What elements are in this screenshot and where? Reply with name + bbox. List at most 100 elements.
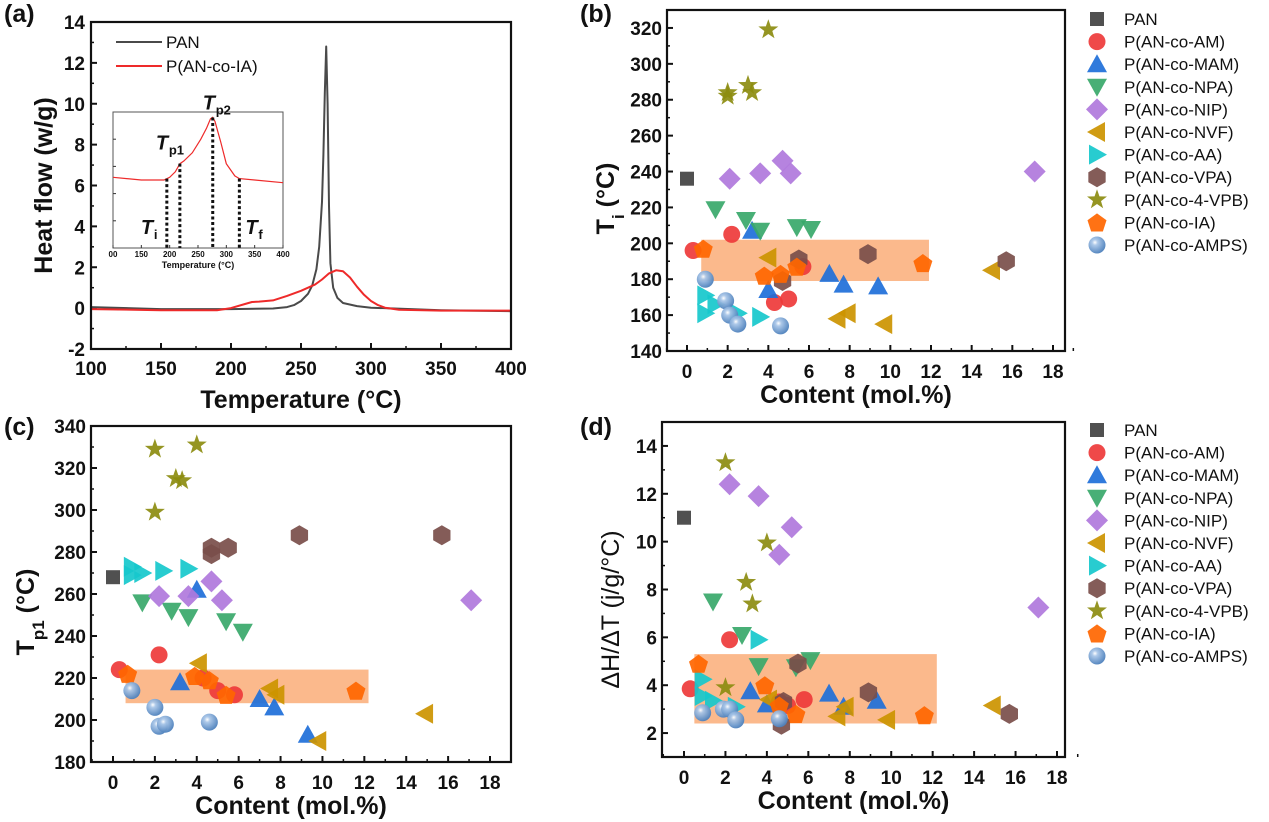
point-p-an-co-nvf bbox=[982, 260, 1000, 281]
point-p-an-co-aa bbox=[697, 303, 716, 324]
legend-item-p-an-co-ia: P(AN-co-IA) bbox=[1087, 624, 1216, 643]
y-tick-label: 14 bbox=[636, 437, 658, 458]
legend-item-p-an-co-mam: P(AN-co-MAM) bbox=[1087, 54, 1239, 74]
legend-marker-p-an-co-amps bbox=[1088, 647, 1106, 665]
point-p-an-co-mam bbox=[249, 689, 270, 707]
panel-d-dhdt-scatter: 0 2 4 6 8 10 12 14 16 18 2 4 6 8 10 12 14 Content (mol.%)… bbox=[597, 420, 1079, 815]
y-tick-label: 8 bbox=[74, 136, 85, 157]
point-p-an-co-aa bbox=[123, 565, 142, 586]
point-p-an-co-ia bbox=[688, 654, 709, 673]
point-p-an-co-ia bbox=[786, 704, 806, 724]
x-tick-label: 150 bbox=[145, 359, 177, 380]
point-p-an-co-4-vpb bbox=[186, 434, 207, 454]
point-p-an-co-vpa bbox=[859, 244, 877, 265]
point-p-an-co-nip bbox=[780, 516, 803, 539]
point-p-an-co-ia bbox=[913, 254, 933, 273]
x-axis-title: Temperature (°C) bbox=[200, 386, 401, 414]
legend-label-p-an-co-am: P(AN-co-AM) bbox=[1124, 444, 1225, 463]
legend-label-p-an-co-4-vpb: P(AN-co-4-VPB) bbox=[1124, 191, 1249, 210]
x-tick-label: 4 bbox=[762, 768, 773, 789]
point-p-an-co-vpa bbox=[1000, 703, 1018, 724]
point-p-an-co-4-vpb bbox=[144, 501, 165, 521]
y-tick-label: 300 bbox=[630, 55, 662, 76]
point-p-an-co-ia bbox=[346, 681, 366, 700]
point-p-an-co-amps bbox=[772, 317, 790, 335]
y-axis-title: Tp1 (°C) bbox=[12, 569, 48, 656]
inset-x-tick-label: 400 bbox=[276, 250, 290, 259]
point-p-an-co-amps bbox=[156, 715, 174, 733]
y-tick-label: 160 bbox=[630, 306, 662, 327]
legend-label-p-an-co-ia: P(AN-co-IA) bbox=[1124, 624, 1216, 643]
legend-marker-p-an-co-mam bbox=[1087, 465, 1107, 484]
legend-item-p-an-co-amps: P(AN-co-AMPS) bbox=[1088, 647, 1248, 666]
inset-annotation-sub-i: i bbox=[154, 227, 158, 242]
point-p-an-co-npa bbox=[732, 626, 753, 645]
inset-annotation-sub-p2: p2 bbox=[216, 102, 231, 117]
x-tick-label: 18 bbox=[479, 773, 500, 794]
point-p-an-co-ia bbox=[199, 671, 219, 690]
point-p-an-co-4-vpb bbox=[715, 677, 736, 697]
x-tick-label: 4 bbox=[191, 773, 202, 794]
series-p-an-co-aa bbox=[123, 556, 199, 586]
point-p-an-co-mam bbox=[866, 690, 887, 709]
point-p-an-co-nvf bbox=[415, 703, 434, 724]
x-tick-label: 6 bbox=[803, 768, 814, 789]
legend-marker-p-an-co-npa bbox=[1087, 489, 1107, 508]
panel-label-b: (b) bbox=[580, 0, 612, 28]
point-p-an-co-am bbox=[795, 691, 813, 709]
y-tick-label: 280 bbox=[630, 91, 662, 112]
legend-label-p-an-co-ia: P(AN-co-IA) bbox=[166, 57, 258, 76]
legend-marker-p-an-co-vpa bbox=[1088, 167, 1106, 188]
point-p-an-co-ia bbox=[118, 664, 138, 683]
legend-item-pan: PAN bbox=[1090, 421, 1158, 440]
point-p-an-co-ia bbox=[755, 676, 775, 695]
point-p-an-co-amps bbox=[123, 682, 141, 700]
point-p-an-co-am bbox=[150, 646, 168, 664]
legend-item-p-an-co-npa: P(AN-co-NPA) bbox=[1087, 489, 1233, 508]
x-tick-label: 14 bbox=[396, 773, 418, 794]
series-pan bbox=[680, 171, 694, 186]
point-p-an-co-ia bbox=[693, 239, 713, 258]
point-p-an-co-ia bbox=[754, 266, 774, 285]
x-tick-label: 6 bbox=[804, 362, 815, 383]
y-axis-title-sub: p1 bbox=[29, 620, 48, 640]
point-p-an-co-4-vpb bbox=[715, 452, 736, 472]
point-p-an-co-am bbox=[681, 680, 699, 698]
x-tick-label: 14 bbox=[961, 362, 983, 383]
panel-a-dsc-chart: 100 150 200 250 300 350 400 -2 0 2 4 6 8 10 12 14 Temper… bbox=[30, 13, 527, 414]
y-axis-title-unit: (°C) bbox=[592, 163, 620, 215]
panel-c-tp1-scatter: 0 2 4 6 8 10 12 14 16 18 180 200 220 240 260 280 300 320 3… bbox=[12, 417, 513, 820]
y-tick-label: 4 bbox=[646, 676, 657, 697]
series-p-an-co-4-vpb bbox=[715, 452, 777, 697]
point-p-an-co-nvf bbox=[837, 303, 856, 324]
point-p-an-co-4-vpb bbox=[736, 571, 757, 591]
y-tick-label: 2 bbox=[74, 258, 85, 279]
x-tick-label: 2 bbox=[722, 362, 733, 383]
x-tick-label: 8 bbox=[275, 773, 286, 794]
x-tick-label: 14 bbox=[964, 768, 986, 789]
point-p-an-co-nvf bbox=[874, 314, 893, 335]
inset-x-axis-title: Temperature (°C) bbox=[162, 260, 234, 270]
y-tick-label: 12 bbox=[64, 54, 85, 75]
legend-marker-p-an-co-npa bbox=[1087, 78, 1107, 97]
inset-annotation-f: T bbox=[245, 217, 259, 239]
plot-frame bbox=[665, 8, 1067, 353]
point-p-an-co-mam bbox=[264, 697, 285, 716]
legend-marker-pan bbox=[1090, 423, 1104, 437]
point-p-an-co-npa bbox=[748, 658, 769, 677]
point-p-an-co-amps bbox=[146, 698, 164, 716]
series-p-an-co-npa bbox=[705, 201, 822, 241]
panel-b-ti-scatter: 0 2 4 6 8 10 12 14 16 18 140 160 180 200 220 240 260 280 3… bbox=[592, 8, 1075, 409]
point-p-an-co-npa bbox=[232, 623, 253, 642]
x-tick-label: 10 bbox=[312, 773, 333, 794]
y-tick-label: 4 bbox=[74, 217, 85, 238]
point-p-an-co-amps bbox=[729, 315, 747, 333]
legend-item-pan: PAN bbox=[1090, 10, 1158, 29]
y-tick-label: 10 bbox=[64, 95, 85, 116]
legend-marker-p-an-co-ia bbox=[1087, 213, 1107, 232]
series-p-an-co-npa bbox=[132, 594, 253, 642]
point-p-an-co-npa bbox=[132, 594, 153, 613]
point-p-an-co-4-vpb bbox=[144, 438, 165, 458]
